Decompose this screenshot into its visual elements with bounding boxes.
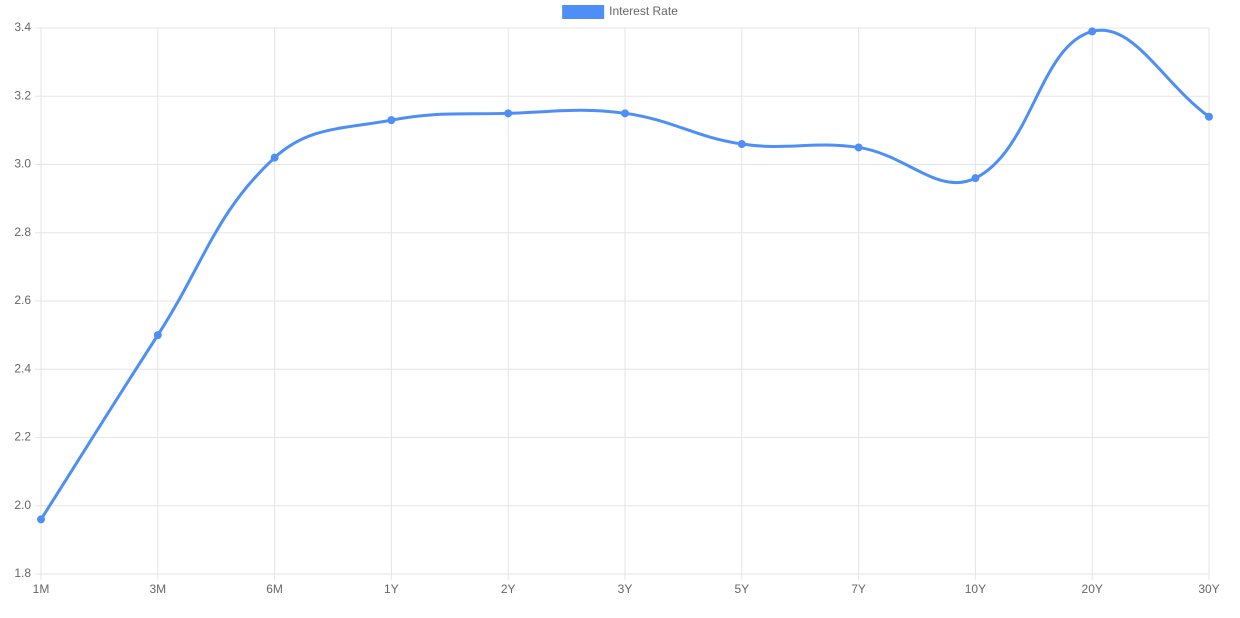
x-tick-label: 3M xyxy=(149,582,166,596)
point xyxy=(971,174,980,183)
x-tick-label: 6M xyxy=(266,582,283,596)
y-tick-label: 2.6 xyxy=(14,293,31,307)
x-tick-label: 3Y xyxy=(618,582,633,596)
y-tick-label: 2.4 xyxy=(14,361,31,375)
y-tick-label: 2.2 xyxy=(14,430,31,444)
point xyxy=(37,515,45,524)
x-tick-label: 20Y xyxy=(1082,582,1103,596)
x-tick-label: 5Y xyxy=(734,582,749,596)
point xyxy=(270,153,279,162)
point xyxy=(854,143,863,152)
point xyxy=(1205,112,1213,121)
y-tick-label: 3.2 xyxy=(14,88,31,102)
y-tick-label: 3.0 xyxy=(14,157,31,171)
x-tick-label: 30Y xyxy=(1198,582,1219,596)
y-tick-label: 3.4 xyxy=(14,20,31,34)
point xyxy=(387,116,396,125)
x-tick-label: 7Y xyxy=(851,582,866,596)
point xyxy=(504,109,513,118)
legend-swatch[interactable] xyxy=(562,5,605,19)
point xyxy=(1088,27,1097,36)
x-tick-label: 1M xyxy=(33,582,50,596)
point xyxy=(153,331,162,340)
x-tick-label: 10Y xyxy=(965,582,986,596)
point xyxy=(737,140,746,149)
point xyxy=(621,109,629,118)
y-tick-label: 2.8 xyxy=(14,225,31,239)
x-tick-label: 1Y xyxy=(384,582,399,596)
x-tick-label: 2Y xyxy=(501,582,516,596)
y-tick-label: 2.0 xyxy=(14,498,31,512)
legend-label[interactable]: Interest Rate xyxy=(609,4,678,18)
y-tick-label: 1.8 xyxy=(14,566,31,580)
